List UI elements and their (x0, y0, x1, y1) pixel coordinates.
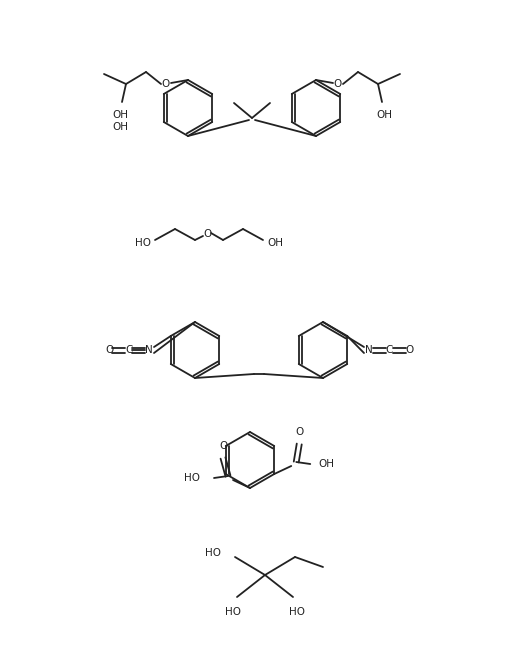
Text: O: O (405, 345, 413, 355)
Text: HO: HO (205, 548, 221, 558)
Text: N: N (145, 345, 153, 355)
Text: N: N (365, 345, 373, 355)
Text: OH: OH (267, 238, 283, 248)
Text: HO: HO (289, 607, 305, 617)
Text: O: O (162, 79, 170, 89)
Text: O: O (334, 79, 342, 89)
Text: C: C (125, 345, 133, 355)
Text: HO: HO (184, 473, 200, 483)
Text: HO: HO (135, 238, 151, 248)
Text: O: O (220, 441, 228, 451)
Text: O: O (295, 427, 303, 437)
Text: HO: HO (225, 607, 241, 617)
Text: O: O (203, 229, 211, 239)
Text: OH: OH (376, 110, 392, 120)
Text: OH: OH (112, 110, 128, 120)
Text: OH: OH (318, 459, 334, 469)
Text: OH: OH (112, 122, 128, 132)
Text: C: C (385, 345, 393, 355)
Text: O: O (105, 345, 113, 355)
